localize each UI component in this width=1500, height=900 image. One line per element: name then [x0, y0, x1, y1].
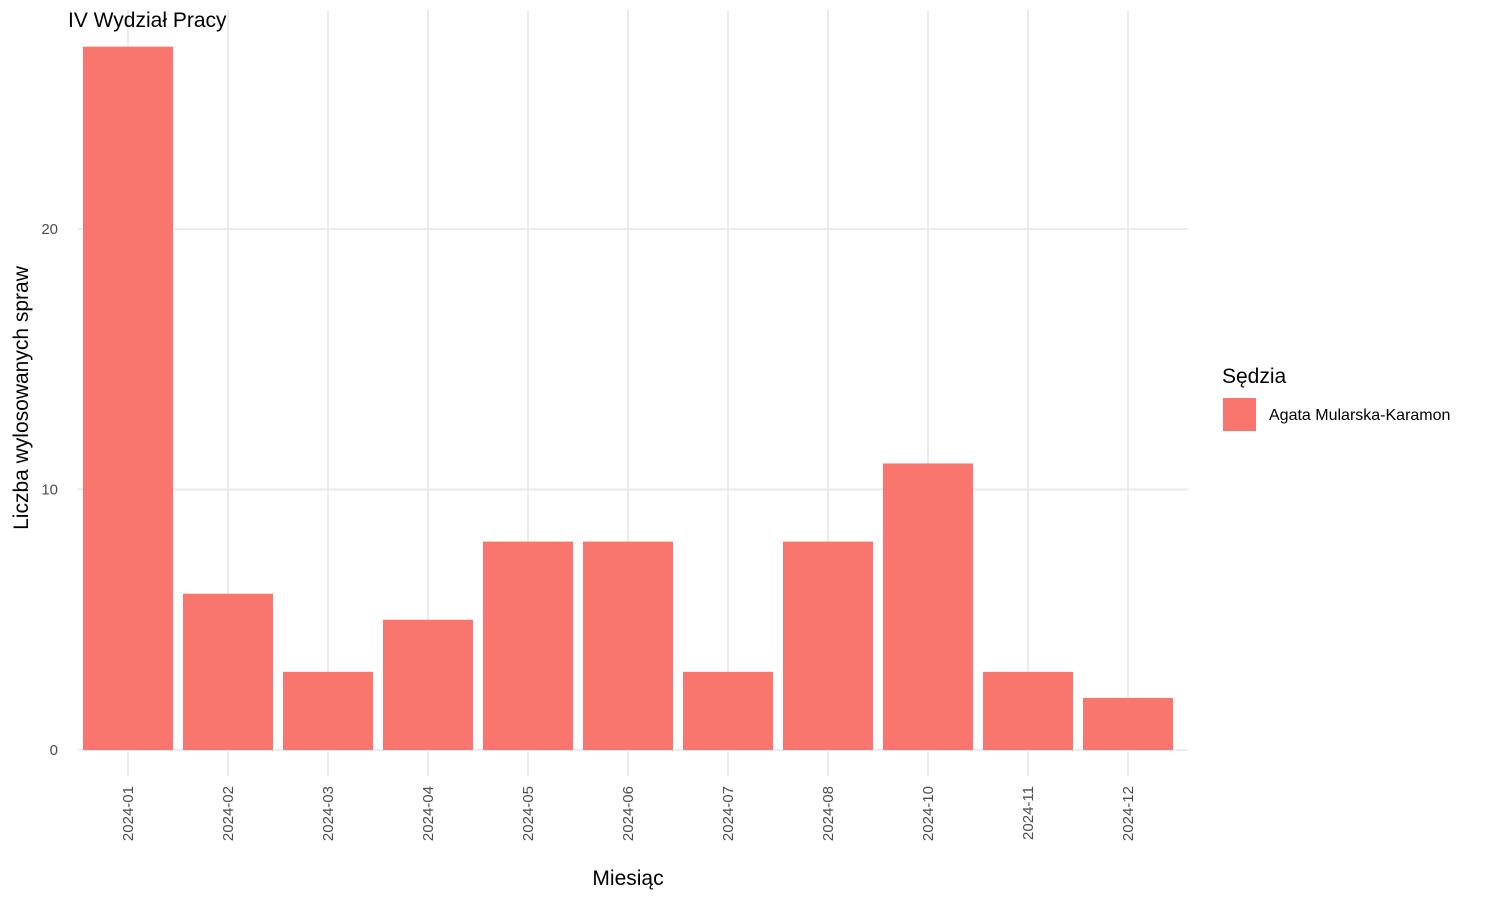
bar-2024-03 [283, 671, 373, 750]
bar-2024-01 [83, 46, 173, 750]
x-tick-label: 2024-12 [1120, 786, 1137, 841]
x-tick-label: 2024-10 [920, 786, 937, 841]
legend-key [1223, 398, 1256, 431]
legend-title: Sędzia [1222, 365, 1287, 388]
y-axis-ticks: 0 10 20 [41, 221, 58, 759]
x-tick-label: 2024-05 [520, 786, 537, 841]
legend: Sędzia Agata Mularska-Karamon [1222, 365, 1450, 431]
bar-2024-08 [783, 541, 873, 750]
legend-label: Agata Mularska-Karamon [1269, 407, 1450, 424]
bar-2024-10 [883, 463, 973, 750]
x-axis-title: Miesiąc [592, 867, 663, 890]
bar-2024-06 [583, 541, 673, 750]
bars [83, 46, 1173, 750]
chart-title: IV Wydział Pracy [68, 9, 227, 32]
y-tick-label: 0 [50, 742, 58, 759]
bar-2024-12 [1083, 697, 1173, 750]
x-tick-label: 2024-07 [720, 786, 737, 841]
bar-2024-02 [183, 593, 273, 750]
x-tick-label: 2024-06 [620, 786, 637, 841]
y-tick-label: 10 [41, 482, 58, 499]
bar-2024-04 [383, 619, 473, 750]
x-tick-label: 2024-01 [120, 786, 137, 841]
x-tick-label: 2024-08 [820, 786, 837, 841]
bar-2024-07 [683, 671, 773, 750]
x-tick-label: 2024-04 [420, 786, 437, 841]
x-axis-ticks: 2024-01 2024-02 2024-03 2024-04 2024-05 2024-… [120, 786, 1137, 841]
y-tick-label: 20 [41, 221, 58, 238]
x-tick-label: 2024-11 [1020, 786, 1037, 840]
grid [78, 10, 1188, 776]
y-axis-title: Liczba wylosowanych spraw [10, 265, 33, 530]
bar-2024-05 [483, 541, 573, 750]
bar-2024-11 [983, 671, 1073, 750]
x-tick-label: 2024-02 [220, 786, 237, 841]
x-tick-label: 2024-03 [320, 786, 337, 841]
